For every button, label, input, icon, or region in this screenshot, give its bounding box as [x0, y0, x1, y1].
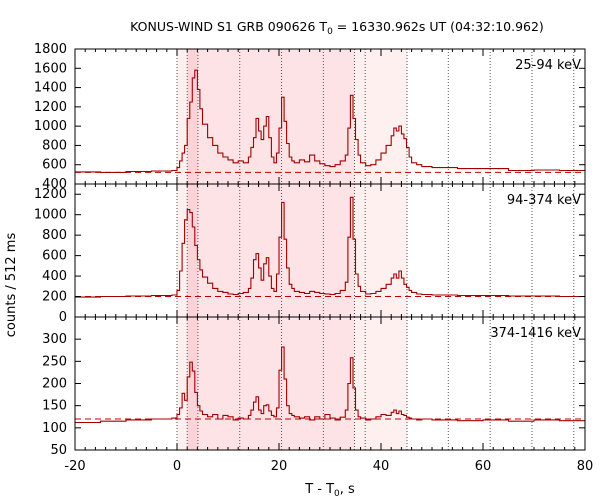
energy-band-label: 94-374 keV	[507, 193, 581, 208]
panel-1: 400 600 800 1000 1200 1400 1600 1800 25-94 keV	[34, 42, 586, 192]
y-axis-label: counts / 512 ms	[4, 233, 19, 338]
y-tick-label: 600	[42, 249, 67, 264]
shaded-interval-3	[197, 317, 355, 450]
y-tick-label: 0	[59, 310, 67, 325]
y-tick-label: 800	[42, 138, 67, 153]
x-tick-label: 40	[373, 459, 390, 474]
shaded-interval-2	[187, 317, 198, 450]
y-tick-label: 300	[42, 332, 67, 347]
energy-band-label: 25-94 keV	[515, 58, 581, 73]
y-tick-label: 400	[42, 177, 67, 192]
shaded-interval-1	[177, 317, 188, 450]
shaded-interval-4	[354, 49, 408, 184]
light-curve-series	[75, 196, 586, 298]
panel-2: 0 200 400 600 800 1000 1200 94-374 keV	[34, 183, 586, 325]
light-curve-series	[75, 69, 586, 173]
energy-band-label: 374-1416 keV	[490, 326, 581, 341]
y-tick-label: 50	[50, 443, 67, 458]
y-tick-label: 150	[42, 399, 67, 414]
y-tick-label: 100	[42, 421, 67, 436]
y-tick-label: 1400	[34, 81, 67, 96]
panel-3: 50 100 150 200 250 300 374-1416 keV	[42, 316, 586, 458]
y-tick-label: 1200	[34, 100, 67, 115]
shaded-interval-2	[187, 184, 198, 317]
y-tick-label: 1000	[34, 208, 67, 223]
y-tick-label: 1000	[34, 119, 67, 134]
y-tick-label: 200	[42, 290, 67, 305]
light-curve-series	[75, 346, 586, 424]
x-tick-label: 60	[475, 459, 492, 474]
shaded-interval-4	[354, 184, 408, 317]
y-tick-label: 1800	[34, 42, 67, 57]
shaded-interval-1	[177, 49, 188, 184]
y-tick-label: 1600	[34, 61, 67, 76]
x-tick-label: 20	[271, 459, 288, 474]
y-tick-label: 250	[42, 354, 67, 369]
shaded-interval-3	[197, 184, 355, 317]
y-tick-label: 600	[42, 158, 67, 173]
y-tick-label: 400	[42, 269, 67, 284]
x-tick-label: 80	[577, 459, 594, 474]
y-tick-label: 1200	[34, 187, 67, 202]
chart-title: KONUS-WIND S1 GRB 090626 T0 = 16330.962s…	[130, 19, 544, 37]
y-tick-label: 800	[42, 228, 67, 243]
shaded-interval-3	[197, 49, 355, 184]
y-tick-label: 200	[42, 377, 67, 392]
x-tick-label: 0	[173, 459, 181, 474]
shaded-interval-2	[187, 49, 198, 184]
shaded-interval-4	[354, 317, 408, 450]
x-axis-label: T - T0, s	[304, 482, 355, 499]
x-tick-label: -20	[64, 459, 85, 474]
